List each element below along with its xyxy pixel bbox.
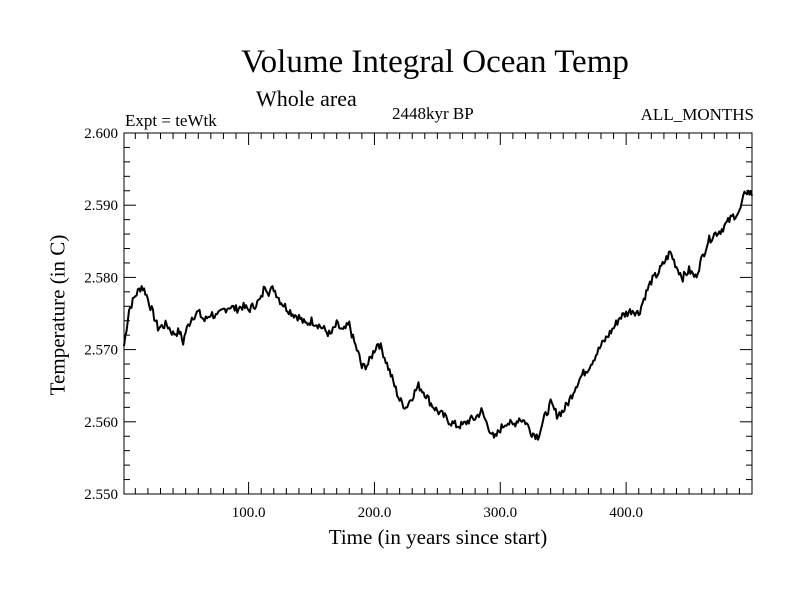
x-tick-label: 400.0 <box>609 505 643 521</box>
y-tick-label: 2.590 <box>84 198 118 214</box>
x-axis-label: Time (in years since start) <box>328 525 548 549</box>
x-tick-label: 300.0 <box>483 505 517 521</box>
series-line <box>123 189 753 441</box>
y-tick-label: 2.550 <box>84 487 118 503</box>
y-tick-label: 2.560 <box>84 415 118 431</box>
period-label: 2448kyr BP <box>392 104 474 123</box>
chart-subtitle: Whole area <box>256 86 357 111</box>
months-label: ALL_MONTHS <box>640 105 754 124</box>
x-tick-label: 100.0 <box>232 505 266 521</box>
experiment-label: Expt = teWtk <box>125 111 217 130</box>
y-tick-label: 2.580 <box>84 270 118 286</box>
plot-frame <box>123 132 753 495</box>
x-tick-label: 200.0 <box>358 505 392 521</box>
chart-title: Volume Integral Ocean Temp <box>241 44 629 80</box>
axis-tick-labels: 100.0 200.0 300.0 400.0 2.550 2.560 2.570 2.580… <box>84 126 643 521</box>
y-tick-label: 2.600 <box>84 126 118 142</box>
y-tick-label: 2.570 <box>84 343 118 359</box>
